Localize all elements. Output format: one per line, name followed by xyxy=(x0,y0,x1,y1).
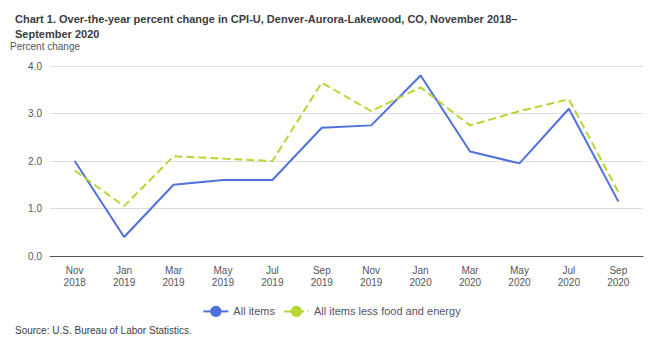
svg-text:2018: 2018 xyxy=(64,277,87,288)
svg-text:Percent change: Percent change xyxy=(10,41,80,52)
svg-text:Chart 1. Over-the-year percent: Chart 1. Over-the-year percent change in… xyxy=(15,13,517,25)
svg-text:0.0: 0.0 xyxy=(28,251,42,262)
svg-text:Mar: Mar xyxy=(461,265,479,276)
svg-text:2020: 2020 xyxy=(607,277,630,288)
svg-text:Jan: Jan xyxy=(413,265,429,276)
svg-text:2019: 2019 xyxy=(311,277,334,288)
svg-text:All items less food and energy: All items less food and energy xyxy=(314,305,461,317)
svg-text:Sep: Sep xyxy=(313,265,331,276)
svg-text:Sep: Sep xyxy=(609,265,627,276)
svg-text:May: May xyxy=(510,265,529,276)
svg-text:Nov: Nov xyxy=(66,265,84,276)
svg-text:2020: 2020 xyxy=(459,277,482,288)
svg-text:2019: 2019 xyxy=(162,277,185,288)
svg-text:3.0: 3.0 xyxy=(28,108,42,119)
svg-text:Jul: Jul xyxy=(266,265,279,276)
svg-text:Nov: Nov xyxy=(362,265,380,276)
svg-text:All items: All items xyxy=(233,305,275,317)
svg-text:2020: 2020 xyxy=(508,277,531,288)
svg-text:4.0: 4.0 xyxy=(28,61,42,72)
svg-text:2019: 2019 xyxy=(360,277,383,288)
svg-text:1.0: 1.0 xyxy=(28,203,42,214)
svg-text:Jul: Jul xyxy=(562,265,575,276)
svg-text:2.0: 2.0 xyxy=(28,156,42,167)
svg-text:2019: 2019 xyxy=(113,277,136,288)
svg-text:2020: 2020 xyxy=(410,277,433,288)
svg-text:Jan: Jan xyxy=(116,265,132,276)
svg-text:Source: U.S. Bureau of Labor S: Source: U.S. Bureau of Labor Statistics. xyxy=(15,325,192,336)
svg-text:2019: 2019 xyxy=(212,277,235,288)
svg-text:2019: 2019 xyxy=(261,277,284,288)
svg-text:May: May xyxy=(214,265,233,276)
svg-text:2020: 2020 xyxy=(558,277,581,288)
svg-text:Mar: Mar xyxy=(165,265,183,276)
svg-text:September 2020: September 2020 xyxy=(15,28,99,40)
